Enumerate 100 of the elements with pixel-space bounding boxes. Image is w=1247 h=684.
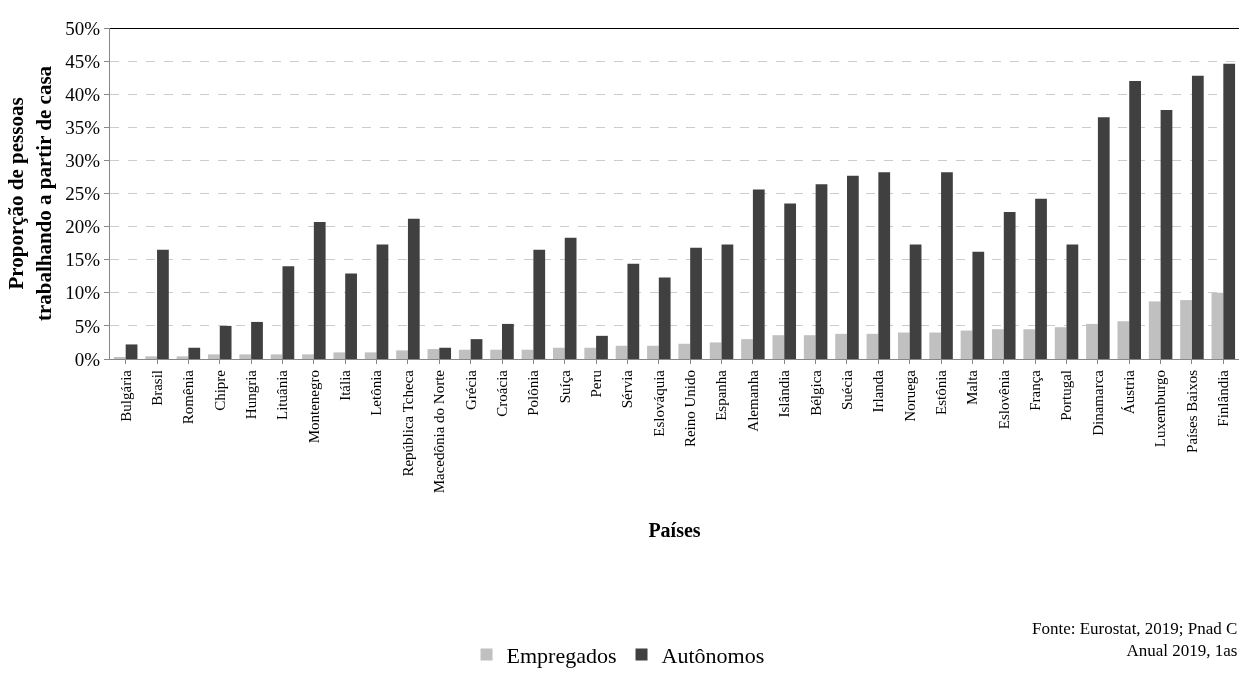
bar xyxy=(1023,329,1036,359)
x-tick-label: República Tcheca xyxy=(399,369,416,477)
bar xyxy=(145,356,158,359)
bar xyxy=(376,244,389,359)
bar xyxy=(333,352,346,359)
x-tick-label: Irlanda xyxy=(870,369,887,413)
x-tick-label: Eslováquia xyxy=(650,369,667,437)
bar xyxy=(752,189,765,359)
x-tick-label: Portugal xyxy=(1058,370,1075,421)
bar xyxy=(282,266,295,359)
bar xyxy=(960,330,973,359)
bar xyxy=(521,349,534,359)
bar xyxy=(1191,75,1204,359)
x-tick-label: Malta xyxy=(964,369,981,405)
bar xyxy=(1117,321,1130,359)
bar xyxy=(188,347,201,359)
bar xyxy=(803,335,816,359)
x-axis-title: Países xyxy=(648,518,701,541)
y-axis-title: Proporção de pessoas trabalhando a partir de casa xyxy=(4,65,56,322)
bar xyxy=(302,354,314,359)
bar xyxy=(125,344,138,359)
x-tick-label: Lituânia xyxy=(274,369,291,420)
bar xyxy=(647,345,659,359)
bar xyxy=(941,172,953,359)
bar xyxy=(239,354,252,359)
bar xyxy=(458,349,471,359)
bar xyxy=(1160,110,1173,359)
bar xyxy=(992,329,1004,359)
bar xyxy=(835,333,847,359)
bar xyxy=(176,356,189,359)
bar xyxy=(552,347,565,359)
x-tick-label: Brasil xyxy=(148,370,165,406)
bar xyxy=(502,323,514,359)
bar xyxy=(1223,63,1236,359)
bar xyxy=(846,175,859,359)
bar xyxy=(219,325,232,359)
bar xyxy=(909,244,922,359)
x-tick-label: França xyxy=(1027,369,1044,411)
bar xyxy=(396,350,408,359)
x-tick-label: Países Baixos xyxy=(1183,369,1200,453)
bar xyxy=(470,339,483,359)
y-tick-label: 25% xyxy=(65,183,101,205)
x-tick-label: Polônia xyxy=(525,369,542,416)
y-tick-label: 45% xyxy=(65,50,101,72)
x-tick-label: Alemanha xyxy=(744,369,761,432)
bar xyxy=(784,203,797,359)
bar xyxy=(564,237,577,359)
x-tick-label: Dinamarca xyxy=(1089,369,1106,436)
x-tick-label: Áustria xyxy=(1121,369,1138,415)
x-tick-label: Macedônia do Norte xyxy=(431,369,448,494)
bar xyxy=(866,333,879,359)
x-tick-label: Suíça xyxy=(556,369,573,404)
bar xyxy=(721,244,734,359)
x-tick-label: Eslovênia xyxy=(995,369,1012,430)
x-tick-label: Bélgica xyxy=(807,369,824,416)
x-tick-label: Suécia xyxy=(838,369,855,410)
y-tick-label: 50% xyxy=(65,17,101,39)
x-tick-label: Noruega xyxy=(901,369,918,422)
y-tick-label: 5% xyxy=(74,315,101,337)
x-tick-label: Espanha xyxy=(713,369,730,421)
bar xyxy=(972,251,985,359)
y-tick-label: 0% xyxy=(74,348,101,370)
bar xyxy=(364,352,377,359)
bar xyxy=(313,221,326,359)
x-tick-label: Montenegro xyxy=(305,370,322,444)
bar xyxy=(658,277,671,359)
legend-label: Autônomos xyxy=(661,643,765,669)
x-tick-label: Letônia xyxy=(368,369,385,416)
x-tick-label: Peru xyxy=(587,369,604,398)
bar xyxy=(709,342,722,359)
x-tick-label: Sérvia xyxy=(619,369,636,409)
bar xyxy=(157,249,169,359)
x-tick-label: Islândia xyxy=(776,369,793,418)
x-tick-label: Estônia xyxy=(932,369,949,415)
bar xyxy=(627,263,640,359)
bar xyxy=(897,332,910,359)
bar xyxy=(1035,198,1047,359)
bar xyxy=(1129,80,1141,359)
bar xyxy=(490,349,503,359)
y-tick-label: 35% xyxy=(65,116,101,138)
x-tick-label: Finlândia xyxy=(1215,369,1232,427)
y-tick-label: 40% xyxy=(65,83,101,105)
legend-label: Empregados xyxy=(506,643,617,669)
bar xyxy=(208,354,220,359)
bar xyxy=(1148,301,1161,359)
bar xyxy=(596,335,608,359)
source-note: Fonte: Eurostat, 2019; Pnad C Anual 2019, 1as xyxy=(1032,619,1238,661)
x-tick-label: Croácia xyxy=(493,369,510,417)
bar xyxy=(251,321,263,359)
bar xyxy=(345,273,357,359)
bar xyxy=(741,339,753,359)
bar xyxy=(407,218,420,359)
y-tick-label: 15% xyxy=(65,249,101,271)
bar xyxy=(1097,117,1110,359)
bar xyxy=(615,345,628,359)
bar xyxy=(427,349,440,359)
x-tick-label: Hungria xyxy=(243,369,260,420)
x-tick-label: Itália xyxy=(337,369,354,401)
x-tick-label: Bulgária xyxy=(117,369,134,422)
y-tick-label: 30% xyxy=(65,150,101,172)
